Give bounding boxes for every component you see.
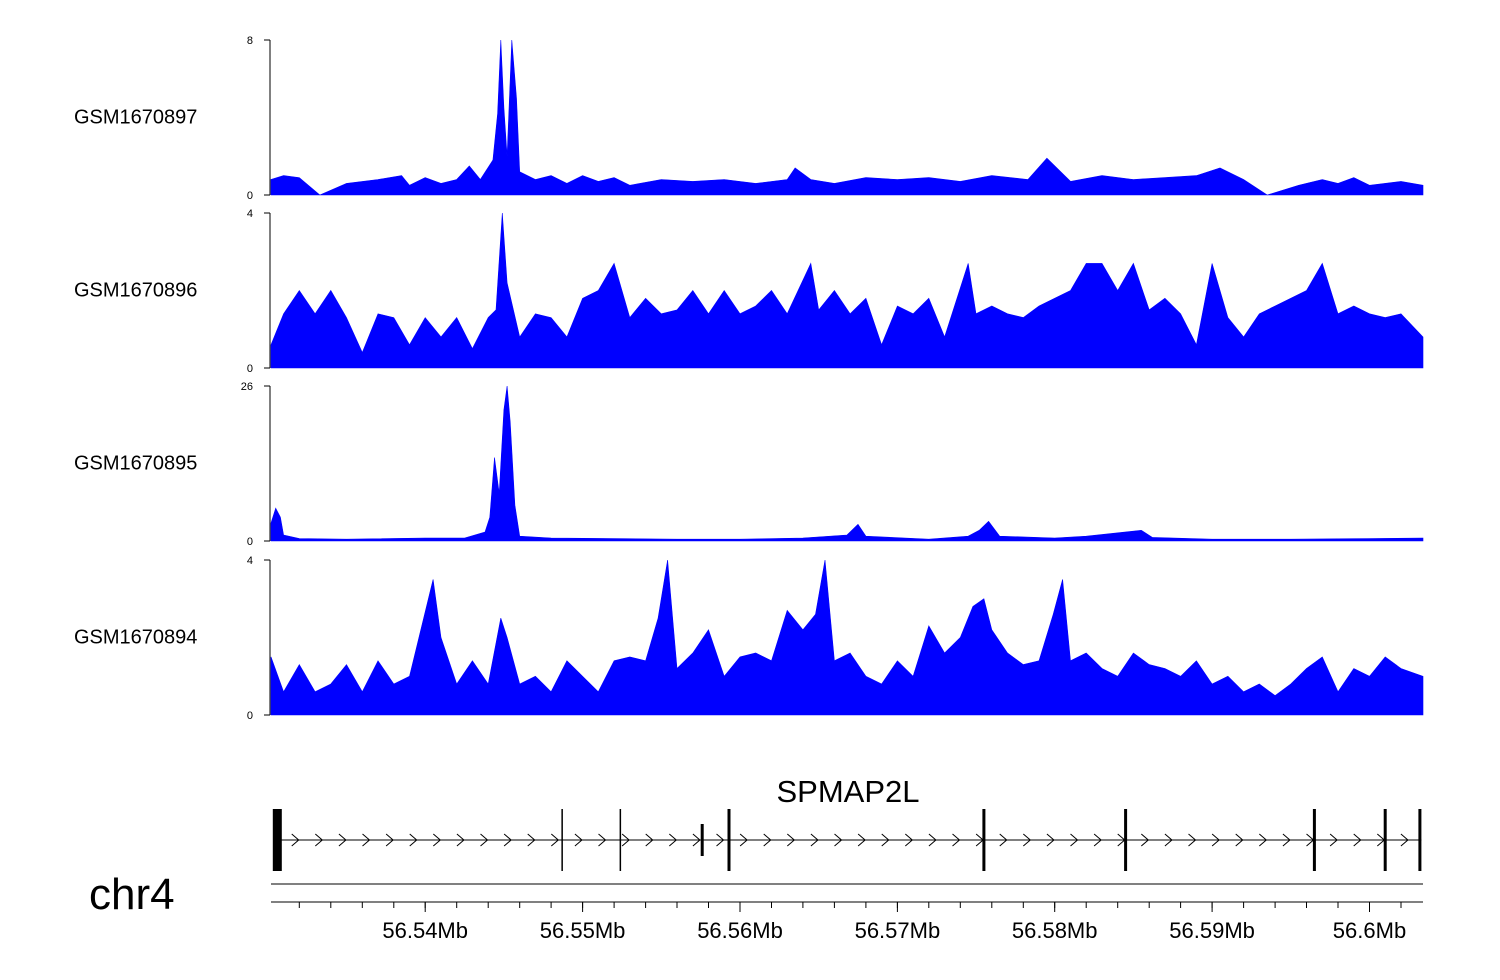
strand-arrow [1329,833,1338,847]
gene-exon [1124,809,1128,871]
y-tick-label-max: 26 [241,381,253,393]
axis-tick-label: 56.57Mb [855,918,941,943]
axis-minor-ticks [298,902,1402,908]
strand-arrow [550,833,560,847]
strand-arrow [598,833,607,847]
y-tick-label-max: 4 [247,208,253,220]
genomic-axis: 56.54Mb 56.55Mb 56.56Mb 56.57Mb 56.58Mb 56.59… [89,870,1423,943]
gene-exon [272,809,282,871]
track-GSM1670895: 26 0 GSM1670895 [74,381,1424,548]
strand-arrow [668,833,678,847]
signal-area [270,559,1424,716]
track-GSM1670896: 4 0 GSM1670896 [74,208,1424,375]
y-tick-label-min: 0 [247,190,253,202]
gene-strand-arrows [291,833,1409,847]
strand-arrow [338,833,347,847]
gene-exon [619,809,622,871]
strand-arrow [456,833,465,847]
strand-arrow [1353,833,1362,847]
strand-arrow [1093,833,1102,847]
gene-exon [727,809,731,871]
strand-arrow [716,833,725,847]
strand-arrow [999,833,1008,847]
strand-arrow [692,833,701,847]
strand-arrow [881,833,890,847]
signal-area [270,385,1424,542]
gene-exon [561,809,563,871]
strand-arrow [763,833,772,847]
gene-track: SPMAP2L [272,774,1422,871]
strand-arrow [739,833,748,847]
strand-arrow [1235,833,1244,847]
strand-arrow [385,833,394,847]
track-GSM1670894: 4 0 GSM1670894 [74,555,1424,722]
strand-arrow [409,833,418,847]
strand-arrow [1188,833,1197,847]
strand-arrow [362,833,371,847]
strand-arrow [857,833,866,847]
strand-arrow [1211,833,1220,847]
axis-tick-label: 56.55Mb [540,918,626,943]
gene-label: SPMAP2L [776,774,919,809]
gene-exon [1383,809,1387,871]
strand-arrow [1022,833,1032,847]
strand-arrow [786,833,796,847]
strand-arrow [503,833,512,847]
gene-exon [700,824,704,856]
axis-tick-label: 56.54Mb [382,918,468,943]
strand-arrow [1400,833,1409,847]
y-tick-label-max: 4 [247,555,253,567]
strand-arrow [1164,833,1173,847]
strand-arrow [527,833,536,847]
y-tick-label-min: 0 [247,710,253,722]
strand-arrow [1282,833,1291,847]
strand-arrow [574,833,583,847]
axis-tick-label: 56.59Mb [1169,918,1255,943]
strand-arrow [1070,833,1079,847]
strand-arrow [1046,833,1055,847]
track-name: GSM1670895 [74,453,197,475]
strand-arrow [952,833,961,847]
gene-exon [982,809,986,871]
axis-tick-label: 56.58Mb [1012,918,1098,943]
y-tick-label-min: 0 [247,363,253,375]
y-tick-label-max: 8 [247,35,253,47]
strand-arrow [810,833,819,847]
strand-arrow [621,833,630,847]
strand-arrow [1258,833,1268,847]
track-name: GSM1670894 [74,627,197,649]
gene-exon [1418,809,1422,871]
strand-arrow [480,833,489,847]
track-name: GSM1670896 [74,280,197,302]
chromosome-label: chr4 [89,870,175,919]
gene-exons [272,809,1422,871]
gene-exon [1312,809,1316,871]
track-GSM1670897: 8 0 GSM1670897 [74,35,1424,202]
axis-tick-label: 56.6Mb [1333,918,1406,943]
strand-arrow [928,833,937,847]
strand-arrow [1140,833,1150,847]
y-tick-label-min: 0 [247,536,253,548]
axis-tick-label: 56.56Mb [697,918,783,943]
strand-arrow [291,833,300,847]
strand-arrow [904,833,914,847]
strand-arrow [834,833,843,847]
strand-arrow [432,833,442,847]
track-name: GSM1670897 [74,107,197,129]
signal-area [270,212,1424,369]
strand-arrow [645,833,654,847]
axis-major-ticks: 56.54Mb 56.55Mb 56.56Mb 56.57Mb 56.58Mb 56.59… [382,902,1406,943]
strand-arrow [314,833,324,847]
signal-area [270,39,1424,196]
signal-tracks: 8 0 GSM1670897 4 0 GSM1670896 26 0 GSM1670895 4 0 G… [74,35,1424,722]
